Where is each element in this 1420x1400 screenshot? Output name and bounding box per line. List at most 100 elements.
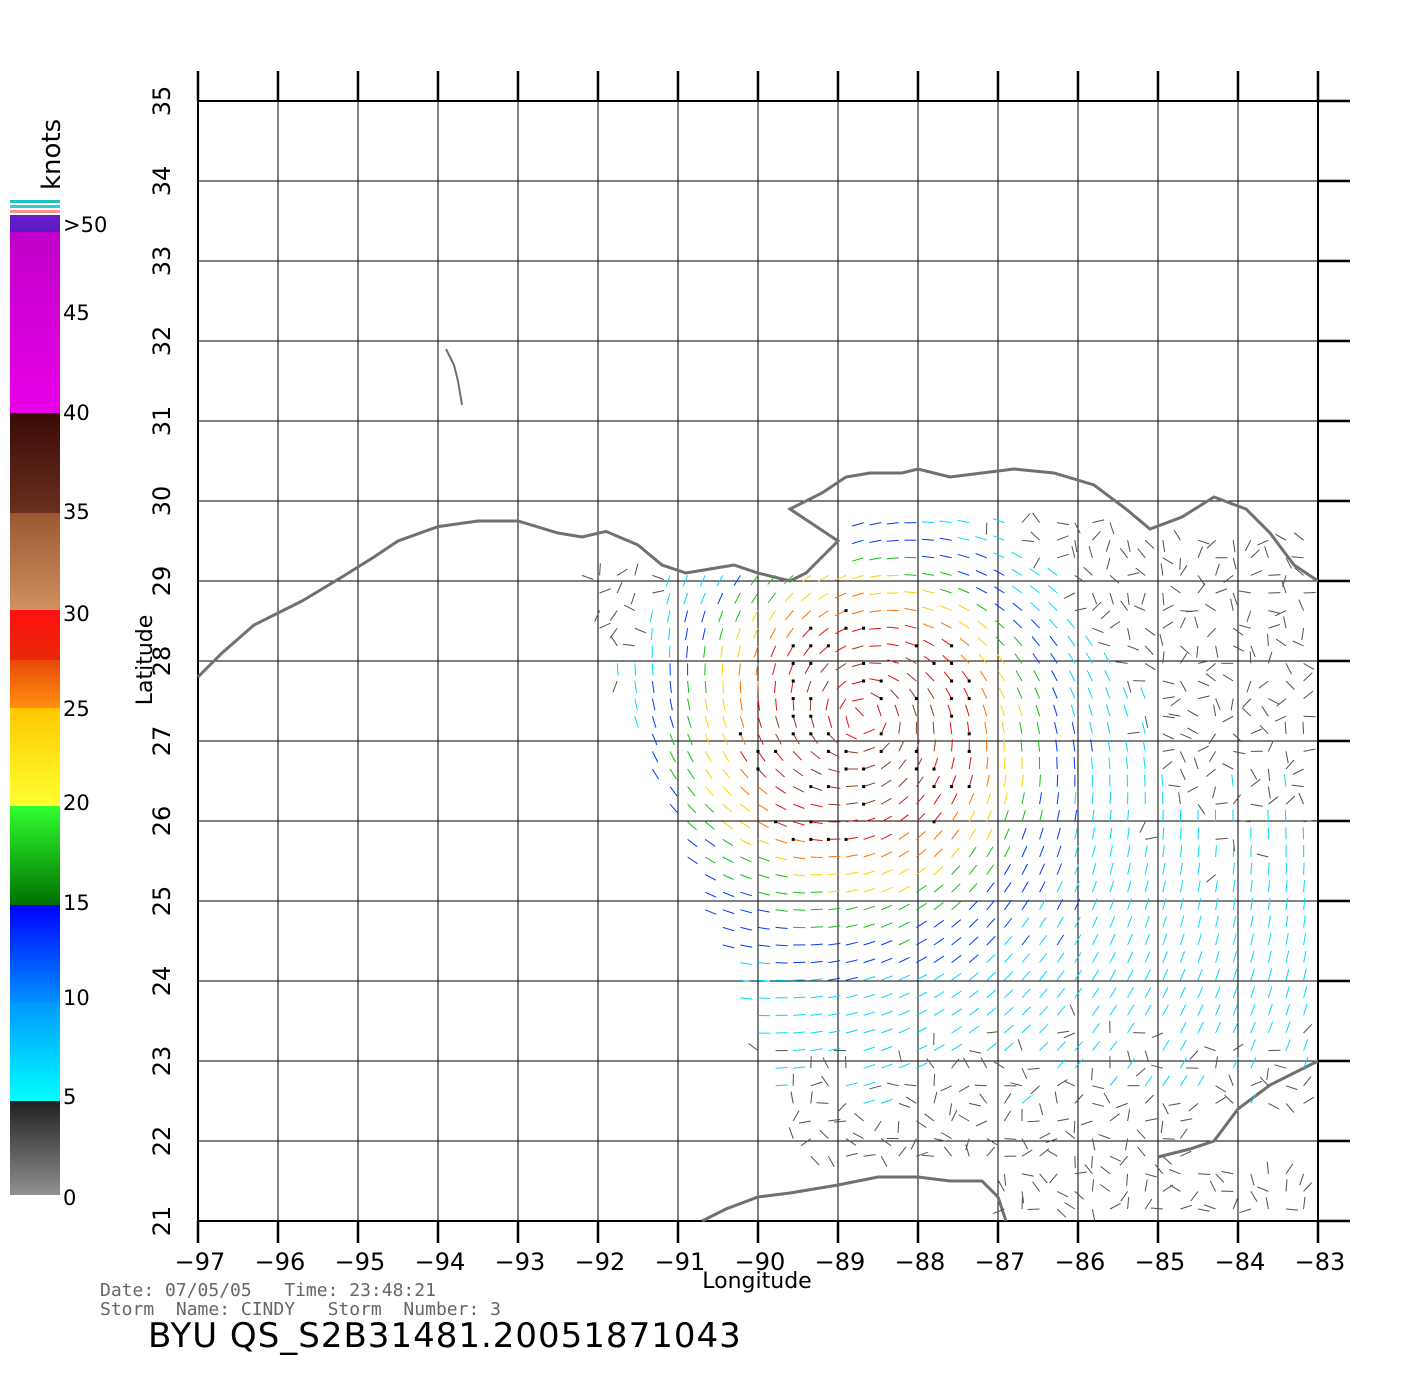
wind-vector bbox=[1144, 1179, 1148, 1192]
wind-vector bbox=[863, 923, 876, 928]
wind-vector bbox=[986, 774, 990, 787]
wind-vector bbox=[933, 919, 944, 928]
wind-vector bbox=[1197, 933, 1202, 946]
wind-vector bbox=[1144, 1198, 1153, 1210]
wind-vector bbox=[869, 662, 882, 664]
wind-vector bbox=[863, 958, 876, 964]
wind-vector bbox=[845, 1029, 858, 1034]
wind-vector bbox=[1209, 1180, 1217, 1192]
wind-vector bbox=[869, 1085, 882, 1090]
wind-vector bbox=[687, 856, 698, 865]
rain-flag-dot bbox=[879, 697, 883, 701]
wind-vector bbox=[933, 812, 942, 823]
wind-vector bbox=[880, 722, 887, 735]
wind-vector bbox=[898, 1102, 911, 1108]
wind-vector bbox=[1232, 557, 1237, 570]
wind-vector bbox=[1074, 1094, 1084, 1104]
date-time-line: Date: 07/05/05 Time: 23:48:21 bbox=[100, 1280, 436, 1301]
wind-vector bbox=[1127, 809, 1129, 822]
wind-vector bbox=[940, 1132, 952, 1140]
file-identifier: BYU QS_S2B31481.20051871043 bbox=[148, 1316, 742, 1356]
wind-vector bbox=[1021, 1149, 1033, 1157]
wind-vector bbox=[939, 537, 952, 541]
wind-vector bbox=[996, 653, 1005, 664]
wind-vector bbox=[704, 768, 713, 780]
wind-vector bbox=[933, 1008, 945, 1016]
wind-vector bbox=[1303, 968, 1307, 981]
wind-vector bbox=[735, 610, 741, 622]
wind-vector bbox=[1091, 1156, 1093, 1169]
wind-vector bbox=[1303, 819, 1316, 823]
wind-vector bbox=[1029, 568, 1040, 576]
wind-vector bbox=[984, 721, 988, 734]
wind-vector bbox=[739, 751, 748, 762]
wind-vector bbox=[1045, 1138, 1058, 1144]
wind-vector bbox=[1250, 1092, 1257, 1104]
wind-vector bbox=[1056, 1190, 1069, 1198]
wind-vector bbox=[851, 610, 864, 615]
wind-vector bbox=[1021, 1006, 1031, 1016]
wind-vector bbox=[1232, 986, 1238, 998]
wind-vector bbox=[1056, 827, 1061, 840]
wind-vector bbox=[622, 643, 635, 647]
wind-vector bbox=[1091, 880, 1097, 893]
wind-vector bbox=[1303, 1182, 1313, 1192]
wind-vector bbox=[810, 1091, 813, 1104]
wind-vector bbox=[1179, 1075, 1188, 1087]
wind-vector bbox=[1144, 645, 1154, 655]
wind-vector bbox=[1303, 950, 1307, 963]
wind-vector bbox=[1039, 988, 1048, 999]
wind-vector bbox=[1015, 670, 1023, 682]
wind-vector bbox=[1232, 950, 1238, 963]
wind-vector bbox=[737, 645, 741, 658]
longitude-tick-label: −90 bbox=[735, 1248, 786, 1276]
wind-vector bbox=[634, 627, 647, 634]
wind-vector bbox=[757, 803, 769, 812]
rain-flag-dot bbox=[809, 714, 813, 718]
wind-vector bbox=[1250, 768, 1258, 780]
colorbar-tick-label: 30 bbox=[63, 602, 90, 626]
wind-vector bbox=[1056, 970, 1065, 981]
wind-vector bbox=[687, 716, 692, 728]
wind-vector bbox=[1021, 988, 1031, 999]
wind-vector bbox=[651, 751, 659, 763]
rain-flag-dot bbox=[862, 661, 866, 665]
wind-vector bbox=[1144, 951, 1151, 963]
wind-vector bbox=[1303, 933, 1307, 946]
rain-flag-dot bbox=[844, 609, 848, 613]
wind-vector bbox=[986, 864, 995, 875]
latitude-tick-label: 30 bbox=[148, 486, 176, 517]
wind-vector bbox=[1056, 1005, 1066, 1016]
wind-vector bbox=[740, 891, 752, 897]
wind-vector bbox=[1048, 601, 1058, 611]
wind-vector bbox=[740, 768, 749, 779]
wind-vector bbox=[922, 606, 935, 612]
wind-vector bbox=[1293, 532, 1304, 541]
wind-vector bbox=[1267, 740, 1274, 752]
wind-vector bbox=[1179, 915, 1185, 928]
wind-vector bbox=[939, 554, 952, 559]
wind-vector bbox=[869, 557, 882, 561]
wind-vector bbox=[810, 995, 823, 999]
wind-vector bbox=[951, 901, 961, 911]
wind-vector bbox=[968, 900, 978, 911]
wind-vector bbox=[1137, 1146, 1146, 1157]
wind-vector bbox=[1250, 570, 1263, 576]
wind-vector bbox=[1162, 845, 1165, 858]
wind-vector bbox=[1072, 739, 1076, 752]
wind-vector bbox=[790, 680, 794, 693]
wind-vector bbox=[1144, 880, 1149, 893]
rain-flag-dot bbox=[967, 697, 971, 701]
wind-vector bbox=[716, 575, 724, 587]
wind-vector bbox=[1285, 1103, 1295, 1113]
rain-flag-dot bbox=[809, 661, 813, 665]
wind-vector bbox=[612, 680, 618, 693]
wind-vector bbox=[1222, 763, 1234, 770]
wind-vector bbox=[916, 1151, 928, 1157]
wind-vector bbox=[951, 793, 958, 805]
wind-vector bbox=[1259, 724, 1269, 735]
wind-vector bbox=[1084, 1164, 1093, 1175]
wind-vector bbox=[1021, 1191, 1025, 1204]
wind-vector bbox=[1105, 704, 1111, 717]
wind-vector bbox=[1275, 638, 1287, 647]
